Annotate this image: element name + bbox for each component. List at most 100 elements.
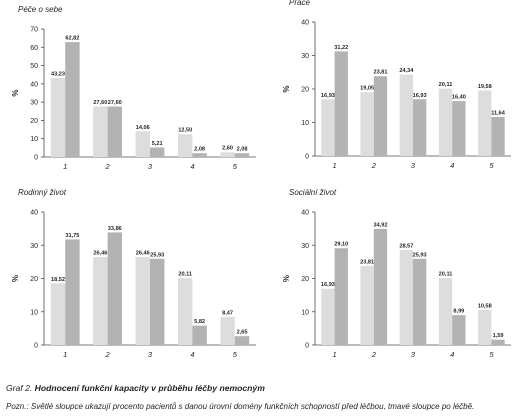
data-label: 24,34 bbox=[399, 68, 414, 74]
data-label: 27,60 bbox=[108, 100, 122, 106]
data-label: 16,93 bbox=[413, 93, 427, 99]
bar-before bbox=[177, 134, 193, 157]
bar-before bbox=[438, 278, 453, 345]
figure-note: Pozn.: Světlé sloupce ukazují procento p… bbox=[6, 402, 475, 411]
y-tick-label: 20 bbox=[301, 87, 309, 94]
data-label: 26,46 bbox=[93, 251, 107, 257]
x-tick-label: 2 bbox=[371, 350, 377, 359]
bar-before bbox=[93, 257, 108, 345]
y-tick-label: 40 bbox=[301, 210, 309, 217]
data-label: 19,05 bbox=[360, 86, 374, 92]
y-axis-label: % bbox=[11, 89, 20, 96]
data-label: 2,65 bbox=[237, 330, 248, 336]
chart-1: Péče o sebe% 0 10 20 30 40 50 60 70 43,23 62,82 1 27… bbox=[11, 5, 256, 171]
x-tick-label: 4 bbox=[450, 161, 454, 170]
y-tick-label: 40 bbox=[30, 81, 38, 88]
y-tick-label: 70 bbox=[30, 27, 38, 34]
bar-after bbox=[413, 258, 427, 345]
bar-before bbox=[321, 99, 335, 156]
data-label: 43,23 bbox=[51, 71, 65, 77]
x-tick-label: 5 bbox=[489, 350, 494, 359]
data-label: 31,75 bbox=[65, 233, 79, 239]
y-tick-label: 30 bbox=[30, 100, 38, 107]
bar-after bbox=[452, 101, 466, 156]
data-label: 25,93 bbox=[413, 252, 427, 258]
data-label: 16,93 bbox=[321, 93, 335, 99]
bar-before bbox=[478, 90, 492, 156]
bar-after bbox=[373, 228, 388, 345]
x-tick-label: 4 bbox=[450, 350, 454, 359]
bar-before bbox=[177, 278, 193, 345]
bar-before bbox=[220, 316, 235, 345]
bar-before bbox=[220, 152, 235, 157]
y-tick-label: 0 bbox=[34, 343, 38, 350]
data-label: 62,82 bbox=[65, 36, 79, 42]
bar-before bbox=[478, 309, 492, 345]
y-tick-label: 10 bbox=[301, 120, 309, 127]
bar-before bbox=[399, 74, 413, 156]
data-label: 18,52 bbox=[51, 277, 65, 283]
x-tick-label: 3 bbox=[148, 162, 153, 171]
chart-4: Sociální život% 0 10 20 30 40 16,93 29,10 1 23,81… bbox=[282, 188, 511, 359]
bar-after bbox=[150, 147, 165, 157]
data-label: 11,64 bbox=[491, 111, 506, 117]
x-tick-label: 2 bbox=[105, 350, 111, 359]
bar-before bbox=[135, 131, 150, 157]
x-tick-label: 2 bbox=[371, 161, 377, 170]
bar-after bbox=[65, 239, 80, 345]
data-label: 16,40 bbox=[452, 95, 466, 101]
x-tick-label: 4 bbox=[190, 350, 194, 359]
chart-2: Práce% 0 10 20 30 40 16,93 31,22 1 19,05 23,81 2 24,… bbox=[282, 0, 511, 170]
bar-before bbox=[93, 106, 108, 157]
data-label: 2,08 bbox=[194, 147, 205, 153]
bar-before bbox=[360, 265, 374, 345]
data-label: 14,06 bbox=[136, 125, 150, 131]
chart-title: Péče o sebe bbox=[18, 5, 63, 14]
y-tick-label: 30 bbox=[301, 53, 309, 60]
y-tick-label: 50 bbox=[30, 63, 38, 70]
data-label: 8,47 bbox=[222, 310, 233, 316]
y-tick-label: 20 bbox=[30, 276, 38, 283]
bar-after bbox=[334, 248, 348, 345]
data-label: 20,11 bbox=[439, 272, 453, 278]
chart-title: Práce bbox=[289, 0, 310, 7]
bar-after bbox=[491, 339, 505, 345]
bar-after bbox=[192, 153, 207, 157]
chart-title: Rodinný život bbox=[18, 188, 67, 197]
y-tick-label: 60 bbox=[30, 45, 38, 52]
bar-after bbox=[334, 51, 348, 157]
y-tick-label: 20 bbox=[30, 118, 38, 125]
x-tick-label: 4 bbox=[190, 162, 194, 171]
bar-after bbox=[491, 117, 505, 156]
caption-title: Hodnocení funkční kapacity v průběhu léč… bbox=[34, 383, 265, 393]
x-tick-label: 2 bbox=[105, 162, 111, 171]
data-label: 2,08 bbox=[237, 147, 248, 153]
bar-before bbox=[50, 77, 66, 157]
y-tick-label: 10 bbox=[30, 136, 38, 143]
data-label: 20,11 bbox=[178, 272, 192, 278]
data-label: 28,57 bbox=[399, 244, 413, 250]
chart-3: Rodinný život% 0 10 20 30 40 18,52 31,75 1 26,46 3… bbox=[11, 188, 256, 359]
y-tick-label: 30 bbox=[301, 243, 309, 250]
data-label: 16,93 bbox=[321, 282, 335, 288]
x-tick-label: 5 bbox=[489, 161, 494, 170]
caption-prefix: Graf 2. bbox=[6, 383, 33, 393]
data-label: 23,81 bbox=[373, 70, 387, 76]
bar-before bbox=[399, 250, 413, 345]
bar-after bbox=[150, 258, 165, 345]
y-tick-label: 40 bbox=[301, 20, 309, 27]
data-label: 19,58 bbox=[478, 84, 492, 90]
y-tick-label: 0 bbox=[305, 154, 309, 161]
x-tick-label: 5 bbox=[233, 350, 238, 359]
bar-after bbox=[452, 315, 466, 345]
data-label: 8,99 bbox=[453, 309, 464, 315]
x-tick-label: 1 bbox=[63, 162, 67, 171]
y-tick-label: 30 bbox=[30, 243, 38, 250]
bar-before bbox=[438, 88, 453, 156]
data-label: 12,50 bbox=[178, 128, 192, 134]
data-label: 29,10 bbox=[334, 242, 348, 248]
data-label: 1,59 bbox=[493, 333, 504, 339]
bar-after bbox=[107, 232, 123, 345]
bar-after bbox=[413, 99, 427, 156]
x-tick-label: 1 bbox=[333, 161, 337, 170]
